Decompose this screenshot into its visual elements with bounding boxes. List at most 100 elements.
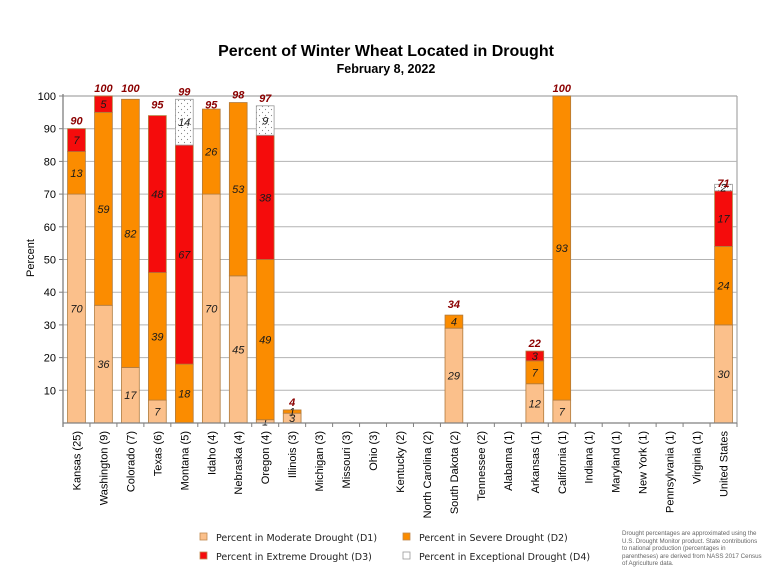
x-tick-label: Montana (5) [179,431,191,490]
bar-segment [282,409,302,414]
y-axis-label: Percent [25,239,37,277]
y-tick-label: 40 [44,287,56,299]
segment-value-label: 70 [70,304,83,316]
segment-value-label: 7 [154,407,161,419]
x-tick-label: Kentucky (2) [395,431,407,493]
segment-value-label: 7 [532,367,539,379]
x-tick-label: Arkansas (1) [530,431,542,493]
total-value-label: 98 [232,90,245,102]
y-tick-label: 10 [44,385,56,397]
segment-value-label: 38 [259,192,272,204]
x-tick-label: Tennessee (2) [476,431,488,501]
segment-value-label: 2 [719,183,726,195]
segment-value-label: 29 [447,371,460,383]
x-tick-label: Missouri (3) [341,431,353,488]
bar-segments: 7013790365951001782100739489518671499702… [67,83,733,428]
x-tick-label: New York (1) [638,431,650,494]
x-tick-label: Maryland (1) [611,431,623,493]
total-value-label: 90 [70,116,83,128]
segment-value-label: 5 [100,99,107,111]
total-value-label: 100 [553,83,572,95]
segment-value-label: 39 [151,331,163,343]
legend-label: Percent in Moderate Drought (D1) [216,533,377,544]
segment-value-label: 26 [204,147,218,159]
segment-value-label: 1 [289,407,295,419]
total-value-label: 100 [121,83,140,95]
axes: 10 20 30 40 50 60 70 80 90 100 Kansas (25) Washingt… [38,91,738,518]
legend-swatch [402,532,411,541]
bar-segment [67,128,86,152]
total-value-label: 99 [178,86,191,98]
y-tick-label: 100 [38,91,56,103]
y-tick-label: 80 [44,156,56,168]
segment-value-label: 24 [716,281,729,293]
x-tick-label: Michigan (3) [314,431,326,492]
x-tick-label: Indiana (1) [584,431,596,484]
x-tick-label: Alabama (1) [503,431,515,491]
total-value-label: 95 [205,99,218,111]
segment-value-label: 7 [559,407,566,419]
bar-segment [552,95,572,401]
segment-value-label: 67 [178,250,191,262]
bar-segment [444,314,464,329]
legend-label: Percent in Severe Drought (D2) [419,533,568,544]
segment-value-label: 3 [532,351,539,363]
segment-value-label: 59 [97,204,109,216]
total-value-label: 95 [151,99,164,111]
bar-segment [94,95,113,113]
segment-value-label: 18 [178,389,191,401]
x-tick-label: Texas (6) [152,431,164,476]
x-tick-label: California (1) [557,431,569,494]
x-tick-label: Nebraska (4) [233,431,245,495]
segment-value-label: 48 [151,189,164,201]
x-tick-label: Ohio (3) [368,431,380,471]
bar-segment [121,98,140,368]
chart-title: Percent of Winter Wheat Located in Droug… [218,43,555,60]
x-tick-label: North Carolina (2) [422,431,434,518]
x-tick-label: Pennsylvania (1) [665,431,677,513]
legend-swatch [199,532,208,541]
legend-swatch [402,551,411,560]
segment-value-label: 17 [717,214,730,226]
footnote: Drought percentages are approximated usi… [622,530,762,568]
total-value-label: 100 [94,83,113,95]
legend-label: Percent in Extreme Drought (D3) [216,552,372,563]
y-tick-label: 70 [44,189,56,201]
total-value-label: 34 [448,299,460,311]
legend: Percent in Moderate Drought (D1) Percent … [199,532,590,563]
y-tick-label: 90 [44,124,56,136]
segment-value-label: 30 [717,369,730,381]
bar-segment [525,350,545,362]
segment-value-label: 93 [556,243,569,255]
x-tick-label: South Dakota (2) [449,431,461,514]
segment-value-label: 45 [232,344,245,356]
segment-value-label: 49 [259,335,271,347]
segment-value-label: 53 [232,184,245,196]
legend-swatch [199,551,208,560]
segment-value-label: 36 [97,359,110,371]
x-tick-label: Idaho (4) [206,431,218,475]
segment-value-label: 4 [451,317,457,329]
bar-segment [148,115,167,273]
legend-label: Percent in Exceptional Drought (D4) [419,552,590,563]
segment-value-label: 9 [262,116,268,128]
x-tick-label: Washington (9) [98,431,110,505]
segment-value-label: 13 [70,168,83,180]
total-value-label: 4 [288,397,295,409]
chart-subtitle: February 8, 2022 [337,62,436,76]
y-tick-label: 50 [44,255,56,267]
x-tick-label: Oregon (4) [260,431,272,484]
segment-value-label: 7 [73,135,80,147]
segment-value-label: 3 [289,413,296,425]
total-value-label: 97 [259,93,272,105]
bar-segment [201,108,221,195]
segment-value-label: 14 [178,117,190,129]
bar-segment [175,98,194,146]
bar-segment [714,183,733,192]
segment-value-label: 70 [205,304,218,316]
total-value-label: 22 [528,338,541,350]
x-tick-label: Illinois (3) [287,431,299,478]
y-tick-label: 20 [44,353,56,365]
y-tick-label: 30 [44,320,56,332]
